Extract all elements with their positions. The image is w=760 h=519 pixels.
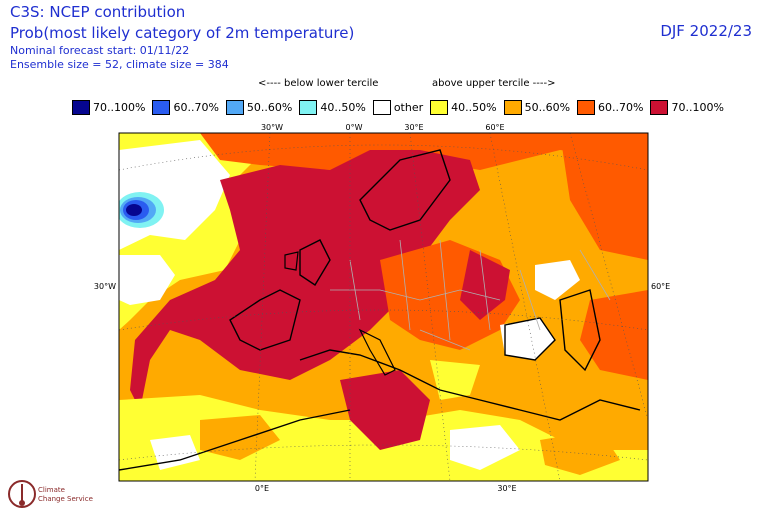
forecast-start-label: Nominal forecast start: 01/11/22 bbox=[10, 44, 190, 57]
legend-swatch bbox=[577, 99, 596, 115]
legend-label: 50..60% bbox=[524, 100, 571, 114]
legend-item: 70..100% bbox=[650, 99, 724, 115]
legend-swatch bbox=[152, 99, 171, 115]
tick-top-30w: 30°W bbox=[261, 123, 283, 132]
tick-top-60e: 60°E bbox=[485, 123, 504, 132]
coastline-italy bbox=[358, 328, 396, 376]
logo-ring-icon bbox=[8, 480, 36, 508]
country-borders bbox=[330, 239, 611, 351]
tick-right-60e: 60°E bbox=[651, 282, 670, 291]
field-white-blacksea bbox=[500, 318, 555, 360]
legend-item: 70..100% bbox=[72, 99, 146, 115]
legend-item: 60..70% bbox=[152, 99, 219, 115]
legend-label: 40..50% bbox=[451, 100, 497, 114]
field-orange-africa bbox=[200, 415, 280, 460]
logo-bulb-icon bbox=[19, 500, 25, 506]
legend-item: 60..70% bbox=[577, 99, 644, 115]
field-red-main bbox=[130, 150, 480, 410]
coastline-ireland bbox=[284, 251, 299, 271]
coastline-iberia bbox=[229, 289, 301, 351]
coastline-north-africa bbox=[119, 409, 351, 471]
field-white-egypt bbox=[450, 425, 520, 470]
coastline-mediterranean bbox=[299, 349, 641, 421]
field-white-west2 bbox=[119, 255, 175, 305]
chart-title: C3S: NCEP contribution bbox=[10, 3, 186, 21]
coastline-britain bbox=[299, 239, 331, 286]
tick-top-30e: 30°E bbox=[404, 123, 423, 132]
legend: 70..100% 60..70% 50..60% 40..50% other 40..50… bbox=[72, 98, 731, 116]
probability-field bbox=[119, 133, 648, 481]
legend-item: other bbox=[372, 99, 424, 115]
below-tercile-label: <---- below lower tercile bbox=[258, 78, 379, 89]
coastline-caspian bbox=[559, 289, 601, 372]
season-label: DJF 2022/23 bbox=[660, 22, 752, 40]
legend-swatch bbox=[503, 99, 522, 115]
chart-subtitle: Prob(most likely category of 2m temperat… bbox=[10, 24, 355, 42]
legend-item: 50..60% bbox=[225, 99, 293, 115]
field-orangered-east bbox=[560, 133, 648, 260]
legend-swatch bbox=[430, 99, 449, 115]
legend-swatch bbox=[225, 99, 244, 115]
tick-bottom-30e: 30°E bbox=[497, 484, 516, 493]
legend-label: 40..50% bbox=[320, 100, 366, 114]
legend-label: 60..70% bbox=[173, 100, 219, 114]
tick-top-0w: 0°W bbox=[346, 123, 363, 132]
logo-text-line1: Climate bbox=[38, 486, 65, 494]
tick-left-30w: 30°W bbox=[94, 282, 116, 291]
coastline-scandinavia bbox=[359, 149, 451, 231]
map-frame bbox=[118, 132, 649, 482]
graticule bbox=[119, 133, 648, 481]
copernicus-logo bbox=[8, 480, 36, 508]
legend-swatch bbox=[299, 99, 318, 115]
field-white-africa bbox=[150, 435, 200, 470]
legend-swatch bbox=[372, 99, 391, 115]
legend-swatch bbox=[72, 99, 90, 115]
legend-label: 70..100% bbox=[671, 100, 724, 114]
field-white-east bbox=[535, 260, 580, 300]
coastline-blacksea bbox=[504, 317, 556, 361]
field-red-med bbox=[340, 370, 430, 450]
logo-text-line2: Change Service bbox=[38, 495, 93, 503]
legend-label: 60..70% bbox=[598, 100, 644, 114]
field-red-central bbox=[460, 250, 510, 320]
field-orange-mideast bbox=[540, 430, 620, 475]
field-darkblue bbox=[126, 204, 142, 216]
legend-item: 40..50% bbox=[299, 99, 366, 115]
legend-label: other bbox=[393, 100, 424, 114]
legend-item: 50..60% bbox=[503, 99, 571, 115]
legend-label: 50..60% bbox=[246, 100, 293, 114]
legend-label: 70..100% bbox=[93, 100, 146, 114]
legend-swatch bbox=[650, 99, 669, 115]
above-tercile-label: above upper tercile ----> bbox=[432, 78, 556, 89]
legend-item: 40..50% bbox=[430, 99, 497, 115]
tick-bottom-0e: 0°E bbox=[255, 484, 269, 493]
ensemble-size-label: Ensemble size = 52, climate size = 384 bbox=[10, 58, 229, 71]
